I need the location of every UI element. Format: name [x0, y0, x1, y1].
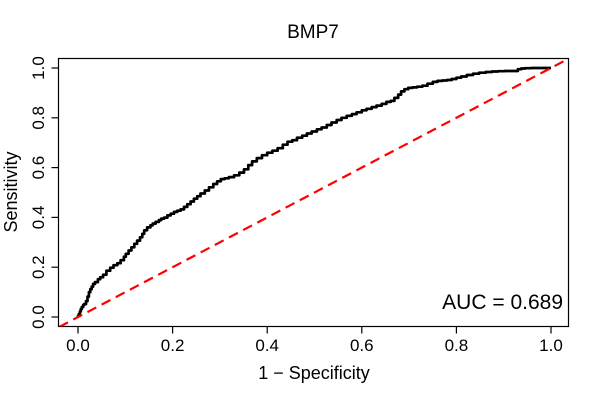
chart-title: BMP7: [287, 22, 339, 43]
x-tick-label: 0.4: [255, 336, 279, 355]
y-tick-label: 0.2: [29, 255, 48, 279]
y-axis-ticks: 0.0 0.2 0.4 0.6 0.8 1.0: [29, 56, 59, 329]
series-layer: [58, 58, 569, 327]
x-axis-label: 1 − Specificity: [258, 363, 370, 383]
x-tick-label: 1.0: [539, 336, 563, 355]
y-tick-label: 0.8: [29, 106, 48, 130]
y-tick-label: 0.0: [29, 305, 48, 329]
plot-frame: [57, 57, 570, 328]
auc-annotation: AUC = 0.689: [442, 291, 563, 314]
x-tick-label: 0.2: [161, 336, 185, 355]
roc-curve: [76, 66, 551, 318]
y-axis-label: Sensitivity: [1, 151, 21, 232]
y-tick-label: 0.6: [29, 156, 48, 180]
chance-diagonal-line: [58, 58, 569, 327]
x-axis-ticks: 0.0 0.2 0.4 0.6 0.8 1.0: [66, 326, 563, 355]
x-tick-label: 0.0: [66, 336, 90, 355]
y-tick-label: 1.0: [29, 56, 48, 80]
x-tick-label: 0.8: [445, 336, 469, 355]
y-tick-label: 0.4: [29, 206, 48, 230]
x-tick-label: 0.6: [350, 336, 374, 355]
